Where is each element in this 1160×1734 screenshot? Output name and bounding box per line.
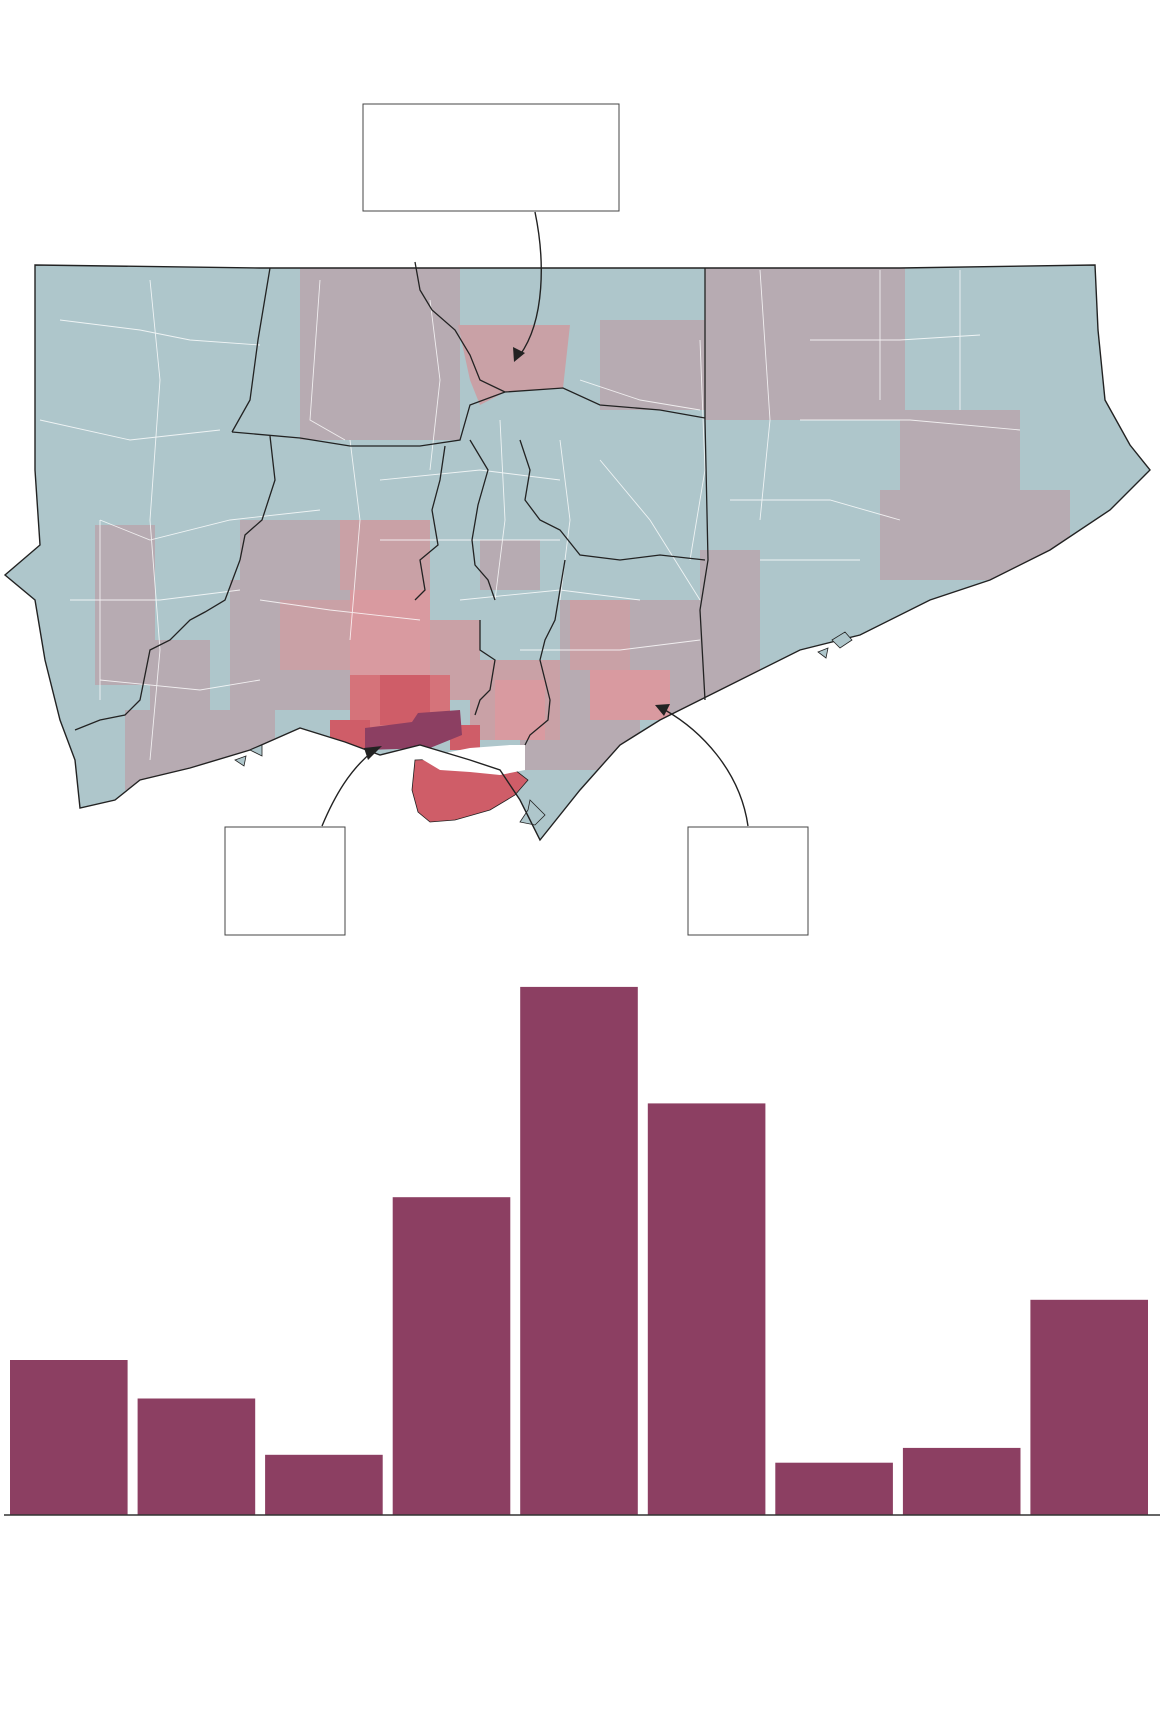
neighbourhood-region	[330, 720, 370, 760]
callout-downtown-arrowhead	[364, 746, 382, 760]
island-shoal	[519, 799, 546, 826]
bar-2	[137, 1398, 256, 1515]
neighbourhood-region	[300, 265, 460, 440]
callout-north-arrowhead	[513, 347, 525, 362]
callout-downtown-arrow	[321, 751, 373, 827]
district-boundaries	[74, 261, 709, 746]
neighbourhood-region	[600, 320, 710, 410]
neighbourhood-region	[350, 590, 430, 680]
neighbourhood-borders	[39, 269, 1021, 761]
humber-bay-islets	[234, 744, 263, 767]
callout-east-arrowhead	[655, 704, 670, 716]
scarborough-bluffs-islets	[817, 631, 853, 659]
callout-east-arrow	[664, 709, 749, 827]
callout-east-box	[687, 826, 809, 936]
bar-8	[902, 1447, 1021, 1515]
neighbourhood-region	[900, 410, 1020, 500]
harbour-water	[420, 745, 525, 775]
toronto-neighbourhood-map	[4, 103, 1151, 936]
neighbourhood-region	[590, 670, 670, 720]
neighbourhood-region	[340, 520, 430, 590]
bar-9	[1030, 1299, 1148, 1515]
callout-downtown	[224, 746, 382, 936]
neighbourhood-region	[495, 680, 545, 740]
bar-4	[392, 1197, 511, 1515]
neighbourhood-region	[95, 525, 155, 685]
neighbourhood-region	[458, 325, 570, 405]
neighbourhood-region	[880, 490, 1070, 580]
bar-6	[647, 1103, 766, 1515]
callout-north-box	[362, 103, 620, 212]
callout-downtown-box	[224, 826, 346, 936]
neighbourhood-region	[570, 600, 630, 670]
callout-east	[655, 704, 809, 936]
neighbourhood-region	[480, 540, 540, 590]
callout-north-arrow	[519, 211, 542, 356]
neighbourhood-region	[705, 265, 905, 420]
bar-series	[10, 986, 1148, 1515]
callout-north	[362, 103, 620, 362]
bar-7	[775, 1462, 893, 1515]
neighbourhood-region-darkest	[365, 710, 462, 750]
bar-1	[10, 1360, 128, 1515]
neighbourhood-fills	[95, 265, 1070, 790]
bar-5	[520, 986, 638, 1515]
bar-3	[265, 1454, 383, 1515]
bar-chart	[4, 986, 1160, 1516]
